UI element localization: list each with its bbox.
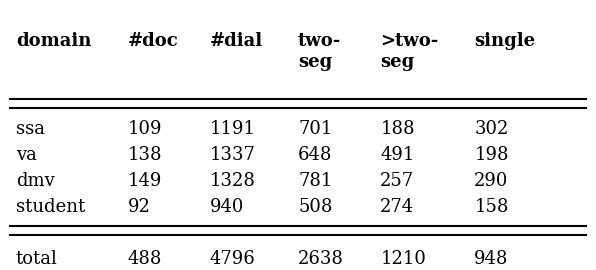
Text: 1337: 1337 [210, 146, 256, 164]
Text: 188: 188 [380, 120, 415, 138]
Text: 2638: 2638 [298, 250, 344, 268]
Text: 1328: 1328 [210, 172, 256, 190]
Text: ssa: ssa [16, 120, 45, 138]
Text: domain: domain [16, 32, 91, 50]
Text: two-
seg: two- seg [298, 32, 342, 71]
Text: va: va [16, 146, 37, 164]
Text: #dial: #dial [210, 32, 263, 50]
Text: 781: 781 [298, 172, 333, 190]
Text: 1191: 1191 [210, 120, 256, 138]
Text: 1210: 1210 [380, 250, 426, 268]
Text: 257: 257 [380, 172, 414, 190]
Text: >two-
seg: >two- seg [380, 32, 439, 71]
Text: 138: 138 [128, 146, 162, 164]
Text: 274: 274 [380, 198, 414, 216]
Text: student: student [16, 198, 85, 216]
Text: 92: 92 [128, 198, 150, 216]
Text: single: single [474, 32, 535, 50]
Text: total: total [16, 250, 58, 268]
Text: 940: 940 [210, 198, 244, 216]
Text: 701: 701 [298, 120, 333, 138]
Text: 198: 198 [474, 146, 509, 164]
Text: dmv: dmv [16, 172, 55, 190]
Text: 158: 158 [474, 198, 508, 216]
Text: 302: 302 [474, 120, 508, 138]
Text: 648: 648 [298, 146, 333, 164]
Text: 488: 488 [128, 250, 162, 268]
Text: #doc: #doc [128, 32, 178, 50]
Text: 4796: 4796 [210, 250, 256, 268]
Text: 491: 491 [380, 146, 415, 164]
Text: 508: 508 [298, 198, 333, 216]
Text: 290: 290 [474, 172, 508, 190]
Text: 948: 948 [474, 250, 508, 268]
Text: 109: 109 [128, 120, 162, 138]
Text: 149: 149 [128, 172, 162, 190]
